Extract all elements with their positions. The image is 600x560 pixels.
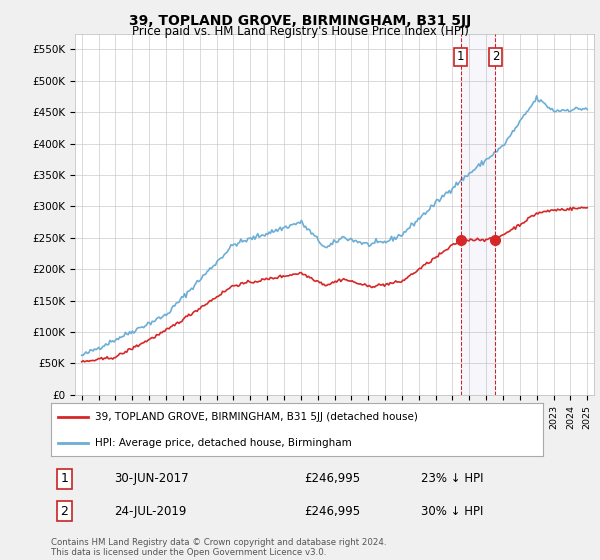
Text: 30-JUN-2017: 30-JUN-2017 [115, 472, 189, 486]
Text: 30% ↓ HPI: 30% ↓ HPI [421, 505, 483, 518]
Text: 2: 2 [60, 505, 68, 518]
Text: £246,995: £246,995 [304, 505, 361, 518]
Text: 24-JUL-2019: 24-JUL-2019 [115, 505, 187, 518]
Text: 1: 1 [60, 472, 68, 486]
Text: 23% ↓ HPI: 23% ↓ HPI [421, 472, 483, 486]
Text: 1: 1 [457, 50, 464, 63]
Text: 2: 2 [491, 50, 499, 63]
Bar [461, 34, 496, 395]
Text: 39, TOPLAND GROVE, BIRMINGHAM, B31 5JJ (detached house): 39, TOPLAND GROVE, BIRMINGHAM, B31 5JJ (… [95, 412, 418, 422]
Text: Price paid vs. HM Land Registry's House Price Index (HPI): Price paid vs. HM Land Registry's House … [131, 25, 469, 38]
Text: Contains HM Land Registry data © Crown copyright and database right 2024.
This d: Contains HM Land Registry data © Crown c… [51, 538, 386, 557]
Text: 39, TOPLAND GROVE, BIRMINGHAM, B31 5JJ: 39, TOPLAND GROVE, BIRMINGHAM, B31 5JJ [129, 14, 471, 28]
Text: £246,995: £246,995 [304, 472, 361, 486]
Text: HPI: Average price, detached house, Birmingham: HPI: Average price, detached house, Birm… [95, 438, 352, 448]
